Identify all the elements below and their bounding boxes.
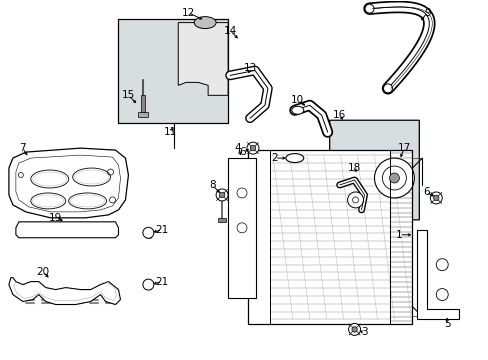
Text: 10: 10 <box>291 95 304 105</box>
Bar <box>218 218 225 222</box>
Circle shape <box>219 192 224 198</box>
Ellipse shape <box>68 193 106 209</box>
Circle shape <box>246 142 259 154</box>
Text: 17: 17 <box>397 143 410 153</box>
Text: 3: 3 <box>361 327 367 337</box>
Ellipse shape <box>31 170 68 188</box>
Text: 1: 1 <box>395 230 402 240</box>
Polygon shape <box>178 23 227 95</box>
Bar <box>118 19 227 123</box>
Circle shape <box>142 279 154 290</box>
Bar <box>141 95 145 112</box>
Circle shape <box>348 323 360 336</box>
Text: 13: 13 <box>243 63 256 73</box>
Text: 14: 14 <box>223 26 236 36</box>
Text: 19: 19 <box>49 213 62 223</box>
Text: 6: 6 <box>239 147 246 157</box>
Bar <box>247 150 411 324</box>
Circle shape <box>237 223 246 233</box>
Text: 16: 16 <box>332 110 346 120</box>
Polygon shape <box>16 222 118 238</box>
Text: 12: 12 <box>181 8 194 18</box>
Circle shape <box>388 173 399 183</box>
Circle shape <box>237 188 246 198</box>
Circle shape <box>250 145 255 151</box>
Text: 5: 5 <box>443 319 449 329</box>
Circle shape <box>374 158 413 198</box>
Text: 15: 15 <box>122 90 135 100</box>
Circle shape <box>429 192 441 204</box>
Polygon shape <box>416 230 458 319</box>
Ellipse shape <box>194 17 216 28</box>
Polygon shape <box>329 120 419 220</box>
Polygon shape <box>9 148 128 218</box>
Bar <box>227 158 255 298</box>
Circle shape <box>351 327 357 332</box>
Bar <box>389 150 411 324</box>
Circle shape <box>347 192 363 208</box>
Text: 8: 8 <box>208 180 215 190</box>
Text: 18: 18 <box>347 163 361 173</box>
Ellipse shape <box>285 154 303 163</box>
Circle shape <box>216 189 227 201</box>
Text: 20: 20 <box>36 267 49 276</box>
Text: 21: 21 <box>155 225 168 235</box>
Ellipse shape <box>31 193 65 209</box>
Circle shape <box>364 4 373 13</box>
Text: 7: 7 <box>20 143 26 153</box>
Text: 11: 11 <box>163 127 177 137</box>
Text: 9: 9 <box>423 8 430 18</box>
Text: 2: 2 <box>271 153 278 163</box>
Bar <box>138 112 148 117</box>
Polygon shape <box>9 278 120 305</box>
Circle shape <box>142 227 154 238</box>
Circle shape <box>433 195 438 201</box>
Bar <box>247 150 269 324</box>
Text: 4: 4 <box>234 143 241 153</box>
Circle shape <box>383 84 392 93</box>
Ellipse shape <box>73 168 110 186</box>
Text: 21: 21 <box>155 276 168 287</box>
Text: 6: 6 <box>422 187 429 197</box>
Ellipse shape <box>291 106 303 114</box>
